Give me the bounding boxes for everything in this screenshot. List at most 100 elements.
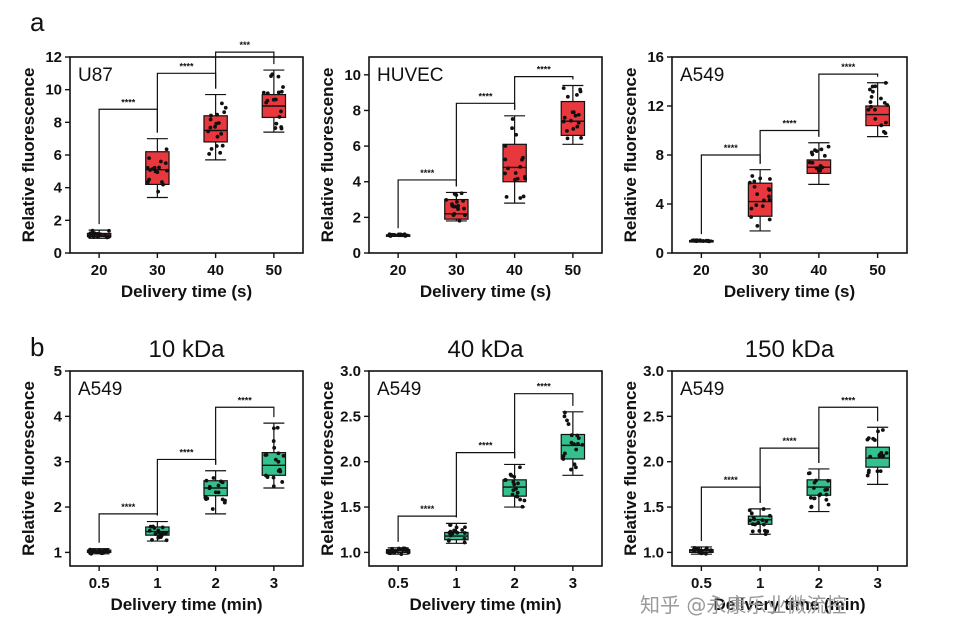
data-point xyxy=(160,525,165,530)
data-point xyxy=(515,176,520,181)
y-tick-label: 2.5 xyxy=(340,408,361,425)
data-point xyxy=(750,529,755,534)
data-point xyxy=(447,530,452,535)
y-axis-label: Relative fluorescence xyxy=(19,68,38,243)
significance-bracket xyxy=(514,76,574,110)
data-point xyxy=(704,551,708,556)
data-point xyxy=(814,166,819,171)
data-point xyxy=(511,480,516,484)
y-tick-label: 4 xyxy=(353,174,362,191)
data-point xyxy=(700,551,705,555)
data-point xyxy=(757,528,762,533)
data-point xyxy=(518,465,522,470)
data-point xyxy=(273,457,278,462)
x-tick-label: 0.5 xyxy=(89,575,110,592)
y-tick-label: 1.5 xyxy=(643,499,664,516)
data-point xyxy=(865,473,870,478)
data-point xyxy=(563,410,567,415)
y-tick-label: 10 xyxy=(344,67,361,84)
significance-label: **** xyxy=(238,395,253,405)
data-point xyxy=(871,89,875,94)
x-tick-label: 20 xyxy=(91,262,108,279)
data-point xyxy=(271,426,276,431)
data-point xyxy=(105,549,110,554)
data-point xyxy=(885,103,890,107)
y-axis-label: Relative fluorescence xyxy=(318,381,337,556)
significance-label: **** xyxy=(841,62,856,72)
y-tick-label: 0 xyxy=(353,245,361,262)
x-axis-label: Delivery time (s) xyxy=(724,282,855,301)
data-point xyxy=(576,120,581,125)
data-point xyxy=(452,211,457,216)
data-point xyxy=(572,462,577,467)
data-point xyxy=(454,525,459,530)
data-point xyxy=(209,113,213,118)
data-point xyxy=(878,469,883,474)
data-point xyxy=(264,452,269,457)
y-tick-label: 12 xyxy=(45,49,62,66)
data-point xyxy=(822,153,827,158)
data-point xyxy=(281,85,285,89)
data-point xyxy=(275,425,280,430)
data-point xyxy=(163,161,168,166)
significance-bracket xyxy=(215,406,275,465)
y-tick-label: 2.5 xyxy=(643,408,664,425)
data-point xyxy=(515,490,520,495)
chart-title: 10 kDa xyxy=(148,336,225,363)
data-point xyxy=(271,439,276,443)
data-point xyxy=(273,97,278,102)
data-point xyxy=(871,436,876,441)
x-tick-label: 1 xyxy=(756,575,764,592)
chart-0: 0 2 4 6 8 10 12 20 30 40 50 Delivery time (s) Relati… xyxy=(19,40,304,301)
data-point xyxy=(578,89,583,94)
data-point xyxy=(276,468,281,473)
data-point xyxy=(270,72,275,77)
data-point xyxy=(708,549,713,553)
data-point xyxy=(279,126,284,131)
significance-bracket xyxy=(818,406,879,463)
plot-frame xyxy=(69,370,304,567)
data-point xyxy=(164,531,168,535)
data-point xyxy=(808,495,813,500)
data-point xyxy=(457,218,462,223)
plot-frame xyxy=(368,370,603,567)
data-point xyxy=(884,120,888,125)
data-point xyxy=(145,180,150,184)
data-point xyxy=(208,125,213,130)
data-point xyxy=(565,129,569,133)
data-point xyxy=(809,504,814,509)
data-point xyxy=(214,144,219,148)
data-point xyxy=(767,188,772,192)
data-point xyxy=(755,192,760,197)
data-point xyxy=(463,213,467,218)
data-point xyxy=(868,100,873,104)
data-point xyxy=(810,152,815,157)
data-point xyxy=(695,546,700,551)
x-tick-label: 50 xyxy=(565,262,582,279)
data-point xyxy=(760,204,765,209)
data-point xyxy=(204,478,209,483)
data-point xyxy=(575,124,580,129)
cell-line-label: U87 xyxy=(78,65,113,86)
data-point xyxy=(397,546,401,551)
y-tick-label: 5 xyxy=(54,363,62,380)
data-point xyxy=(157,165,161,170)
data-point xyxy=(165,168,169,173)
data-point xyxy=(518,164,523,169)
data-point xyxy=(87,234,92,239)
data-point xyxy=(506,166,510,171)
data-point xyxy=(452,192,457,196)
data-point xyxy=(211,476,216,480)
data-point xyxy=(826,502,831,507)
data-point xyxy=(218,150,223,155)
data-point xyxy=(561,119,566,124)
data-point xyxy=(92,548,96,552)
data-point xyxy=(512,474,517,479)
data-point xyxy=(150,537,154,542)
x-tick-label: 0.5 xyxy=(691,575,712,592)
data-point xyxy=(883,81,888,85)
data-point xyxy=(265,91,270,96)
data-point xyxy=(215,112,220,117)
watermark: 知乎 @永康乐业微流控 xyxy=(640,593,846,617)
